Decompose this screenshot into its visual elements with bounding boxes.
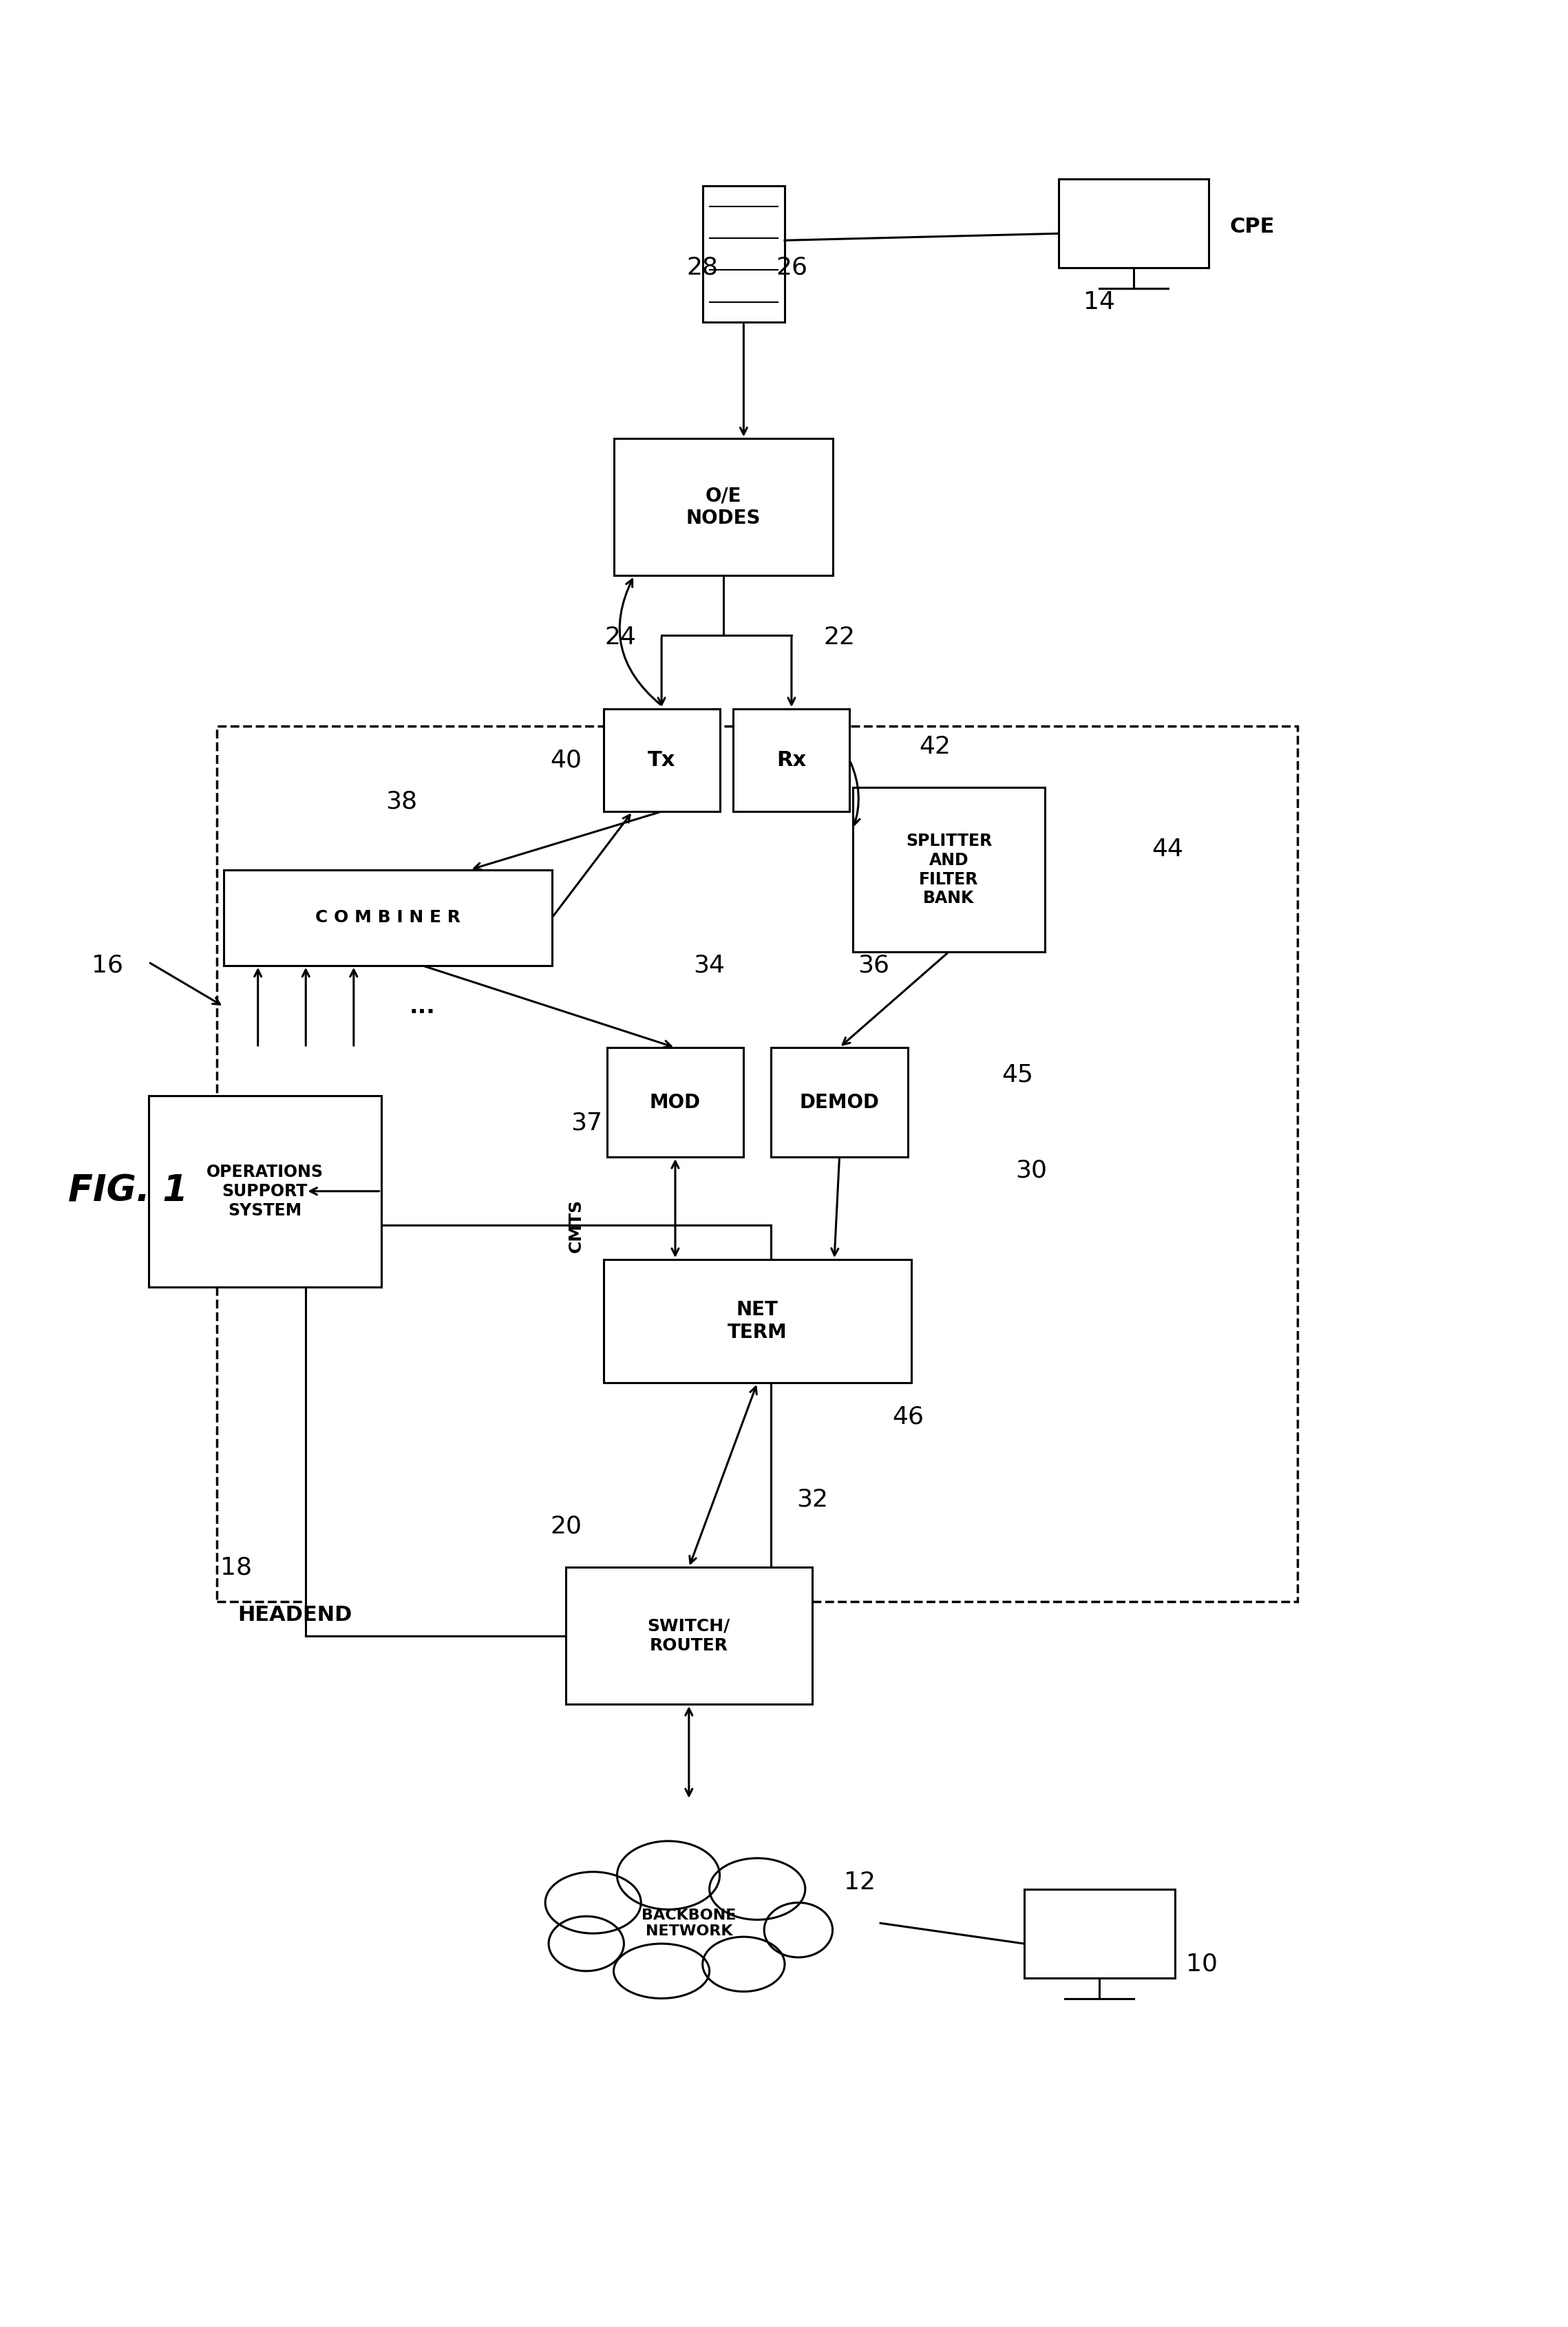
Text: 22: 22 <box>823 626 855 649</box>
Bar <box>607 1047 743 1157</box>
Text: 16: 16 <box>91 954 124 977</box>
Text: 42: 42 <box>919 735 952 759</box>
Bar <box>149 1096 381 1287</box>
Text: Rx: Rx <box>776 749 806 770</box>
Ellipse shape <box>549 1917 624 1971</box>
Text: DEMOD: DEMOD <box>800 1094 880 1112</box>
Bar <box>771 1047 908 1157</box>
Text: MOD: MOD <box>649 1094 701 1112</box>
Text: 12: 12 <box>844 1871 877 1894</box>
Text: 26: 26 <box>776 256 808 279</box>
Bar <box>306 1226 771 1636</box>
Bar <box>702 186 784 323</box>
Text: 46: 46 <box>892 1406 924 1429</box>
Text: 45: 45 <box>1002 1063 1033 1087</box>
Text: 44: 44 <box>1152 838 1184 861</box>
Text: 28: 28 <box>687 256 718 279</box>
Text: ...: ... <box>409 996 436 1017</box>
Text: 36: 36 <box>858 954 889 977</box>
Text: FIG. 1: FIG. 1 <box>67 1173 188 1210</box>
Text: 32: 32 <box>797 1487 828 1510</box>
Text: 10: 10 <box>1185 1952 1218 1976</box>
Text: OPERATIONS
SUPPORT
SYSTEM: OPERATIONS SUPPORT SYSTEM <box>207 1164 323 1219</box>
Bar <box>1024 1890 1174 1978</box>
Text: C O M B I N E R: C O M B I N E R <box>315 910 461 926</box>
Ellipse shape <box>618 1841 720 1910</box>
Bar <box>853 787 1044 952</box>
Text: SPLITTER
AND
FILTER
BANK: SPLITTER AND FILTER BANK <box>906 833 993 908</box>
Text: BACKBONE
NETWORK: BACKBONE NETWORK <box>641 1908 737 1938</box>
Text: 24: 24 <box>605 626 637 649</box>
Text: 34: 34 <box>693 954 726 977</box>
Text: 38: 38 <box>386 789 417 812</box>
Bar <box>224 870 552 966</box>
Ellipse shape <box>702 1936 784 1992</box>
Bar <box>613 440 833 575</box>
Text: 18: 18 <box>220 1557 252 1580</box>
Text: 14: 14 <box>1083 291 1115 314</box>
Bar <box>604 1259 911 1382</box>
Text: 30: 30 <box>1014 1159 1047 1182</box>
Text: NET
TERM: NET TERM <box>728 1301 787 1343</box>
Text: 37: 37 <box>571 1110 602 1136</box>
Ellipse shape <box>764 1903 833 1957</box>
Ellipse shape <box>613 1943 709 1999</box>
Text: HEADEND: HEADEND <box>237 1606 351 1624</box>
Ellipse shape <box>709 1859 806 1920</box>
Bar <box>566 1568 812 1703</box>
Text: CMTS: CMTS <box>568 1198 585 1252</box>
Ellipse shape <box>546 1871 641 1934</box>
Text: O/E
NODES: O/E NODES <box>685 486 760 528</box>
Bar <box>216 726 1298 1601</box>
Text: SWITCH/
ROUTER: SWITCH/ ROUTER <box>648 1617 731 1654</box>
Text: Tx: Tx <box>648 749 676 770</box>
Bar <box>1058 179 1209 268</box>
Text: 40: 40 <box>550 749 582 773</box>
Text: CPE: CPE <box>1229 216 1275 237</box>
Bar <box>734 710 850 812</box>
Text: 20: 20 <box>550 1515 582 1538</box>
Bar <box>604 710 720 812</box>
